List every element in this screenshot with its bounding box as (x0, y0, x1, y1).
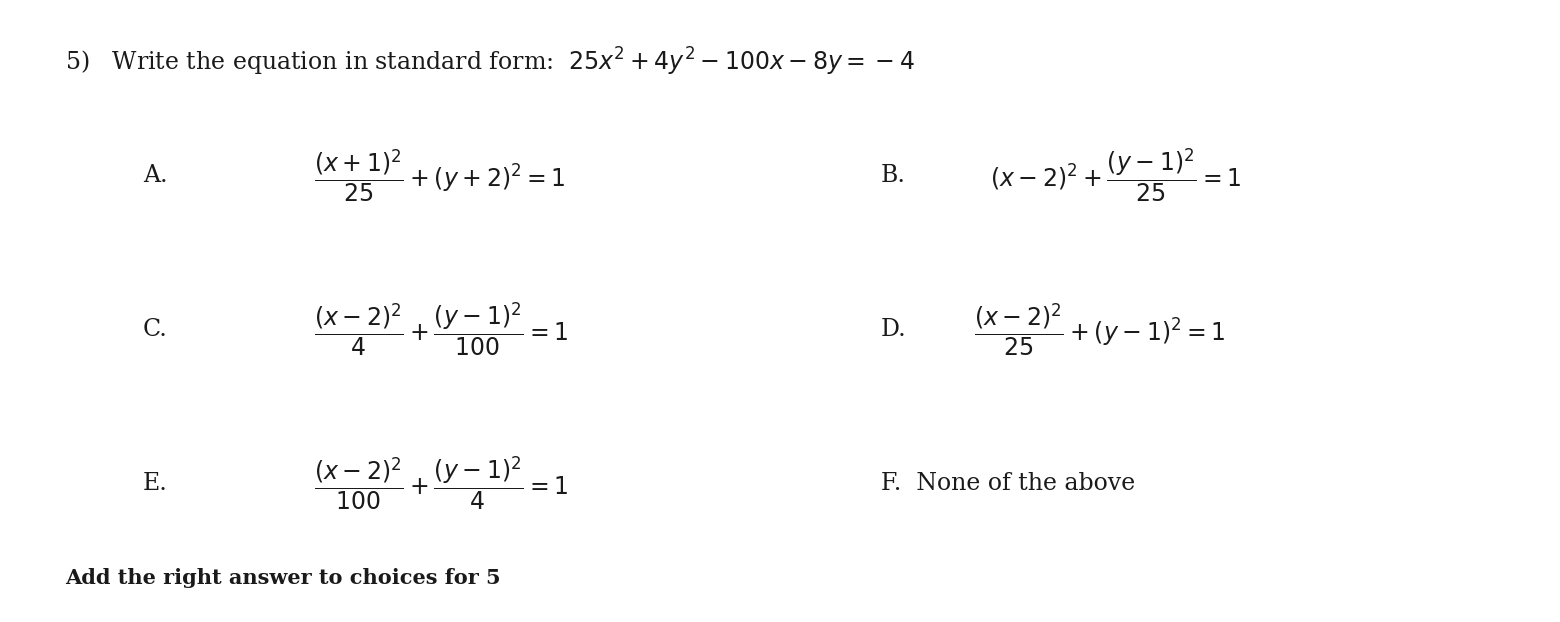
Text: C.: C. (142, 318, 167, 341)
Text: E.: E. (142, 472, 167, 495)
Text: $\dfrac{(x-2)^2}{4}+\dfrac{(y-1)^2}{100}=1$: $\dfrac{(x-2)^2}{4}+\dfrac{(y-1)^2}{100}… (314, 300, 568, 358)
Text: $\dfrac{(x+1)^2}{25}+(y+2)^2=1$: $\dfrac{(x+1)^2}{25}+(y+2)^2=1$ (314, 147, 565, 203)
Text: $\dfrac{(x-2)^2}{25}+(y-1)^2=1$: $\dfrac{(x-2)^2}{25}+(y-1)^2=1$ (975, 301, 1226, 358)
Text: F.  None of the above: F. None of the above (881, 472, 1136, 495)
Text: D.: D. (881, 318, 906, 341)
Text: Add the right answer to choices for 5: Add the right answer to choices for 5 (66, 569, 501, 588)
Text: B.: B. (881, 164, 906, 187)
Text: 5)   Write the equation in standard form:  $25x^2+4y^2-100x-8y=-4$: 5) Write the equation in standard form: … (66, 46, 914, 78)
Text: $(x-2)^2+\dfrac{(y-1)^2}{25}=1$: $(x-2)^2+\dfrac{(y-1)^2}{25}=1$ (991, 147, 1242, 204)
Text: $\dfrac{(x-2)^2}{100}+\dfrac{(y-1)^2}{4}=1$: $\dfrac{(x-2)^2}{100}+\dfrac{(y-1)^2}{4}… (314, 455, 568, 513)
Text: A.: A. (142, 164, 167, 187)
